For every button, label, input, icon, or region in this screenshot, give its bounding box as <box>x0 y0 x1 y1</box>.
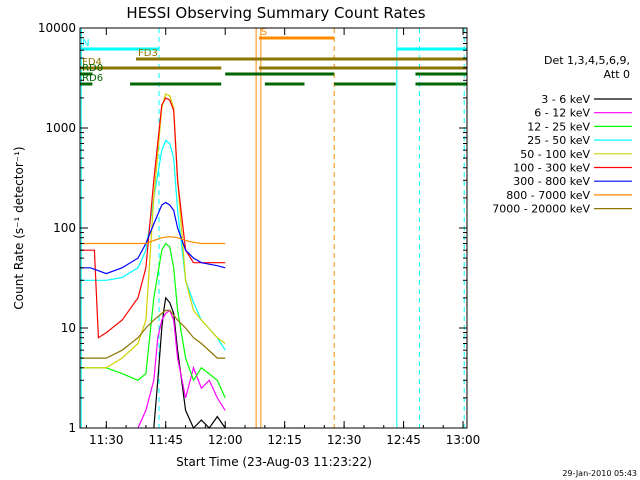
legend-label-7000-20000-kev: 7000 - 20000 keV <box>492 203 590 216</box>
band-n: N <box>80 38 467 51</box>
band-rd0-label: RD0 <box>82 63 103 74</box>
plot-frame <box>79 27 468 429</box>
timestamp: 29-Jan-2010 05:43 <box>562 469 637 478</box>
series-800-7000-kev <box>80 235 226 245</box>
band-fd3: FD3 <box>136 48 467 61</box>
series-12-25-kev <box>80 242 226 399</box>
x-axis-label: Start Time (23-Aug-03 11:23:22) <box>176 455 372 469</box>
y-tick-label: 1 <box>68 421 76 435</box>
band-fd4-label: FD4 <box>82 57 102 68</box>
x-tick-label: 12:15 <box>267 433 302 447</box>
y-tick-label: 10000 <box>38 21 76 35</box>
chart-title: HESSI Observing Summary Count Rates <box>126 4 425 22</box>
legend-header-line-1: Det 1,3,4,5,6,9, <box>544 54 630 67</box>
x-tick-label: 11:30 <box>89 433 124 447</box>
legend-label-100-300-kev: 100 - 300 keV <box>513 162 590 175</box>
x-tick-label: 13:00 <box>446 433 481 447</box>
y-tick-label: 100 <box>53 221 76 235</box>
legend-label-25-50-kev: 25 - 50 keV <box>527 134 590 147</box>
x-axis-ticks: 11:30 11:45 12:00 12:15 12:30 12:45 13:00 <box>85 28 481 447</box>
series-50-100-kev <box>80 92 226 369</box>
band-n-label: N <box>82 38 89 49</box>
x-tick-label: 12:00 <box>208 433 243 447</box>
series-100-300-kev <box>80 97 226 339</box>
legend-header-line-2: Att 0 <box>604 68 630 81</box>
y-tick-label: 1000 <box>45 121 76 135</box>
y-axis-label: Count Rate (s⁻¹ detector⁻¹) <box>12 146 26 309</box>
band-fd4: FD4 <box>80 57 467 70</box>
legend-label-3-6-kev: 3 - 6 keV <box>541 93 590 106</box>
band-s-label: S <box>261 27 267 38</box>
x-tick-label: 12:30 <box>327 433 362 447</box>
band-fd3-label: FD3 <box>138 48 158 59</box>
y-tick-label: 10 <box>61 321 76 335</box>
legend-label-800-7000-kev: 800 - 7000 keV <box>506 189 590 202</box>
legend-label-12-25-kev: 12 - 25 keV <box>527 120 590 133</box>
series-300-800-kev <box>80 201 226 275</box>
band-rd6: RD6 <box>80 73 467 86</box>
series-7000-20000-kev <box>80 309 226 359</box>
series-3-6-kev <box>153 296 226 430</box>
band-rd6-label: RD6 <box>82 73 103 84</box>
band-s: S <box>258 27 335 40</box>
y-axis-ticks: 1 10 100 1000 10000 <box>38 21 467 435</box>
series-6-12-kev <box>137 309 226 429</box>
x-tick-label: 12:45 <box>386 433 421 447</box>
band-rd0: RD0 <box>80 63 467 76</box>
series-25-50-kev <box>80 139 226 351</box>
legend-label-300-800-kev: 300 - 800 keV <box>513 175 590 188</box>
x-tick-label: 11:45 <box>148 433 183 447</box>
legend-label-50-100-kev: 50 - 100 keV <box>520 148 590 161</box>
legend-label-6-12-kev: 6 - 12 keV <box>534 107 590 120</box>
